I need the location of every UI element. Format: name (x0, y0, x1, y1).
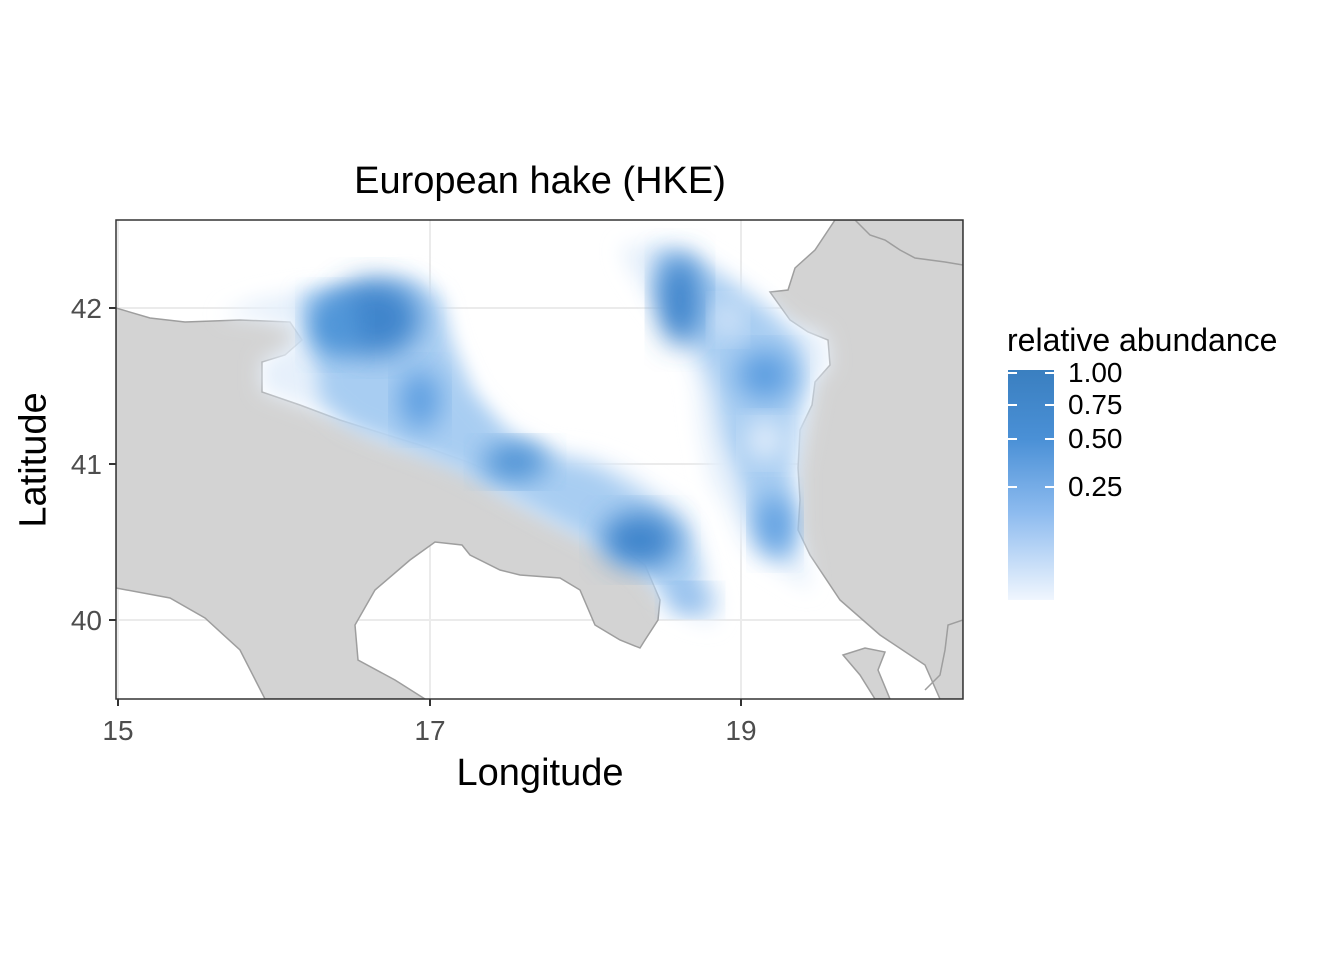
y-tick-labels: 42 41 40 (71, 293, 102, 636)
legend-tick (1008, 438, 1054, 440)
x-tick-labels: 15 17 19 (102, 715, 756, 746)
legend-tick (1008, 486, 1054, 488)
abundance-west (220, 278, 720, 625)
legend-label: 0.50 (1068, 423, 1123, 454)
axis-tick-marks (109, 307, 742, 706)
legend-label: 0.75 (1068, 389, 1123, 420)
map-panel (116, 220, 963, 699)
land-balkans (768, 220, 963, 699)
y-tick-label: 40 (71, 605, 102, 636)
y-axis-label: Latitude (12, 392, 55, 528)
legend-colorbar (1008, 370, 1054, 600)
y-tick-label: 41 (71, 449, 102, 480)
x-axis-label: Longitude (456, 752, 624, 794)
legend-label: 0.25 (1068, 471, 1123, 502)
legend-title: relative abundance (1007, 322, 1278, 358)
abundance-east (620, 242, 830, 592)
map-title: European hake (HKE) (354, 160, 726, 202)
land-island (841, 647, 891, 699)
legend-tick (1008, 372, 1054, 374)
x-tick-label: 17 (414, 715, 445, 746)
x-tick-label: 15 (102, 715, 133, 746)
y-tick-label: 42 (71, 293, 102, 324)
borders (854, 220, 963, 691)
panel-border (115, 219, 964, 700)
legend-label: 1.00 (1068, 357, 1123, 388)
legend-tick (1008, 404, 1054, 406)
x-tick-label: 19 (725, 715, 756, 746)
